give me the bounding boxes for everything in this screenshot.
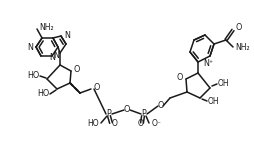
Text: OH: OH [208, 97, 220, 105]
Text: O: O [138, 119, 144, 129]
Text: O: O [93, 83, 99, 93]
Text: O⁻: O⁻ [152, 119, 162, 129]
Text: HO: HO [37, 89, 49, 99]
Text: O: O [112, 119, 118, 129]
Text: O: O [124, 104, 130, 114]
Text: HO: HO [87, 119, 99, 129]
Text: OH: OH [218, 80, 230, 88]
Text: N: N [64, 31, 70, 39]
Text: N: N [53, 50, 59, 60]
Text: N: N [49, 52, 55, 62]
Text: P: P [107, 110, 111, 118]
Text: N: N [27, 43, 33, 51]
Text: N⁺: N⁺ [203, 59, 213, 67]
Text: O: O [74, 66, 80, 75]
Text: O: O [235, 23, 241, 33]
Text: O: O [177, 73, 183, 82]
Text: NH₂: NH₂ [39, 22, 54, 32]
Text: HO: HO [27, 71, 39, 81]
Text: P: P [142, 110, 146, 118]
Text: NH₂: NH₂ [235, 43, 250, 51]
Text: O: O [158, 100, 164, 110]
